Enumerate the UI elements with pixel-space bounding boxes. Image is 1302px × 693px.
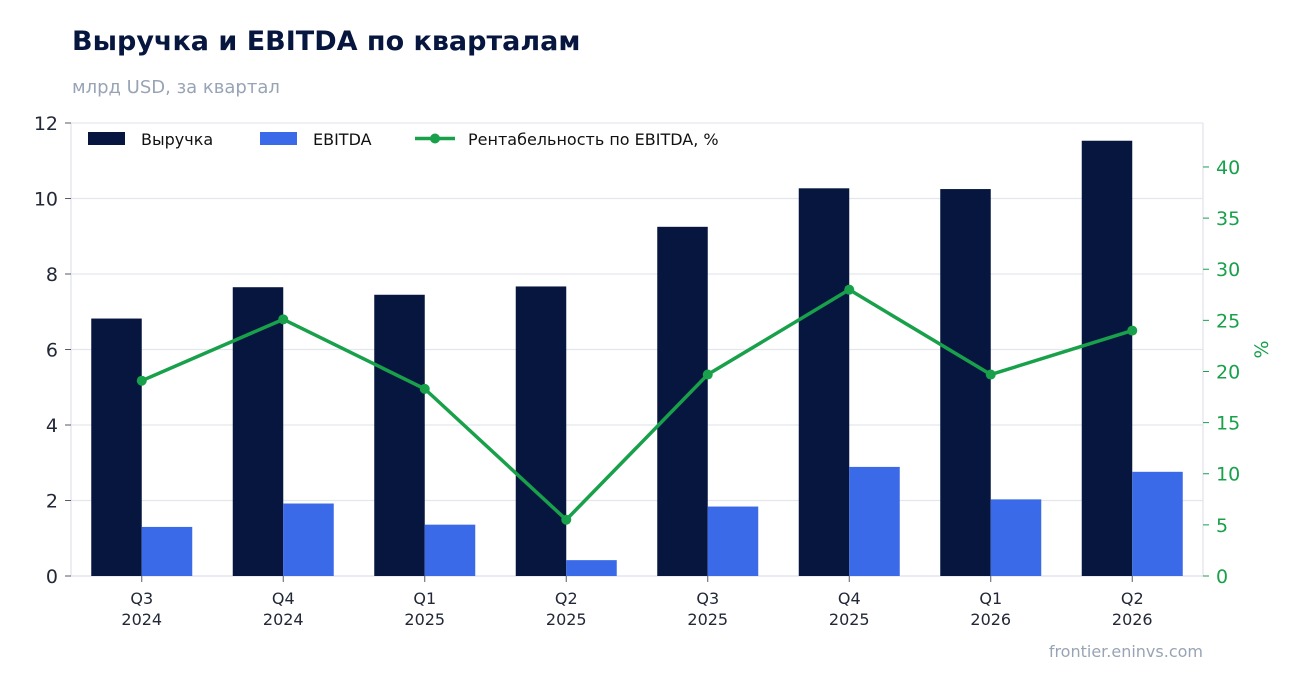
bar-ebitda <box>1132 471 1183 576</box>
legend-label-revenue: Выручка <box>141 130 213 149</box>
x-tick-label: Q4 <box>272 589 295 608</box>
bar-revenue <box>91 318 142 576</box>
source-label[interactable]: frontier.eninvs.com <box>1048 642 1203 661</box>
y2-tick-label: 0 <box>1216 566 1228 588</box>
x-tick-label: 2026 <box>970 610 1011 629</box>
x-tick-label: 2025 <box>546 610 587 629</box>
bar-revenue <box>374 294 425 576</box>
bar-ebitda <box>283 503 334 576</box>
margin-point <box>1127 325 1138 336</box>
y-tick-label: 6 <box>46 340 58 362</box>
legend-label-ebitda: EBITDA <box>313 130 372 149</box>
y2-tick-label: 20 <box>1216 361 1240 383</box>
margin-point <box>702 369 713 380</box>
y2-axis-label: % <box>1251 340 1273 358</box>
y2-tick-label: 35 <box>1216 208 1240 230</box>
bar-revenue <box>515 286 567 576</box>
x-tick-label: Q3 <box>130 589 153 608</box>
y-tick-label: 4 <box>46 415 58 437</box>
margin-point <box>136 375 147 386</box>
margin-point <box>985 369 996 380</box>
x-tick-label: 2024 <box>121 610 162 629</box>
chart-title: Выручка и EBITDA по кварталам <box>72 26 581 57</box>
bar-ebitda <box>424 524 476 576</box>
x-tick-label: 2026 <box>1112 610 1153 629</box>
x-tick-label: Q1 <box>413 589 436 608</box>
margin-point <box>278 314 289 325</box>
x-tick-label: Q3 <box>696 589 719 608</box>
y2-tick-label: 30 <box>1216 259 1240 281</box>
y-tick-label: 10 <box>34 189 58 211</box>
margin-point <box>844 284 855 295</box>
y2-tick-label: 10 <box>1216 464 1240 486</box>
bar-ebitda <box>566 560 617 576</box>
margin-point <box>561 514 572 525</box>
legend-marker-margin <box>430 133 440 144</box>
legend-label-margin: Рентабельность по EBITDA, % <box>468 130 719 149</box>
y2-tick-label: 40 <box>1216 157 1240 179</box>
bar-revenue <box>798 188 850 576</box>
x-tick-label: 2025 <box>687 610 728 629</box>
x-tick-label: 2025 <box>404 610 445 629</box>
x-tick-label: 2025 <box>829 610 870 629</box>
bar-revenue <box>1081 140 1133 576</box>
chart-subtitle: млрд USD, за квартал <box>72 77 280 98</box>
legend-swatch-ebitda <box>260 132 297 145</box>
bar-ebitda <box>141 526 193 576</box>
x-tick-label: Q4 <box>838 589 861 608</box>
y-tick-label: 2 <box>46 491 58 513</box>
x-tick-label: Q2 <box>555 589 578 608</box>
legend-swatch-revenue <box>88 132 125 145</box>
bar-ebitda <box>990 499 1042 576</box>
x-tick-label: Q2 <box>1121 589 1144 608</box>
x-tick-label: Q1 <box>979 589 1002 608</box>
y2-tick-label: 5 <box>1216 515 1228 537</box>
y-tick-label: 12 <box>34 113 58 135</box>
bar-ebitda <box>707 506 759 576</box>
y-tick-label: 0 <box>46 566 58 588</box>
x-tick-label: 2024 <box>263 610 304 629</box>
bar-revenue <box>940 189 991 576</box>
margin-line <box>141 287 1133 522</box>
y-tick-label: 8 <box>46 264 58 286</box>
bar-revenue <box>232 287 284 576</box>
y2-tick-label: 25 <box>1216 310 1240 332</box>
bar-ebitda <box>849 466 900 576</box>
y2-tick-label: 15 <box>1216 413 1240 435</box>
margin-point <box>419 383 430 394</box>
